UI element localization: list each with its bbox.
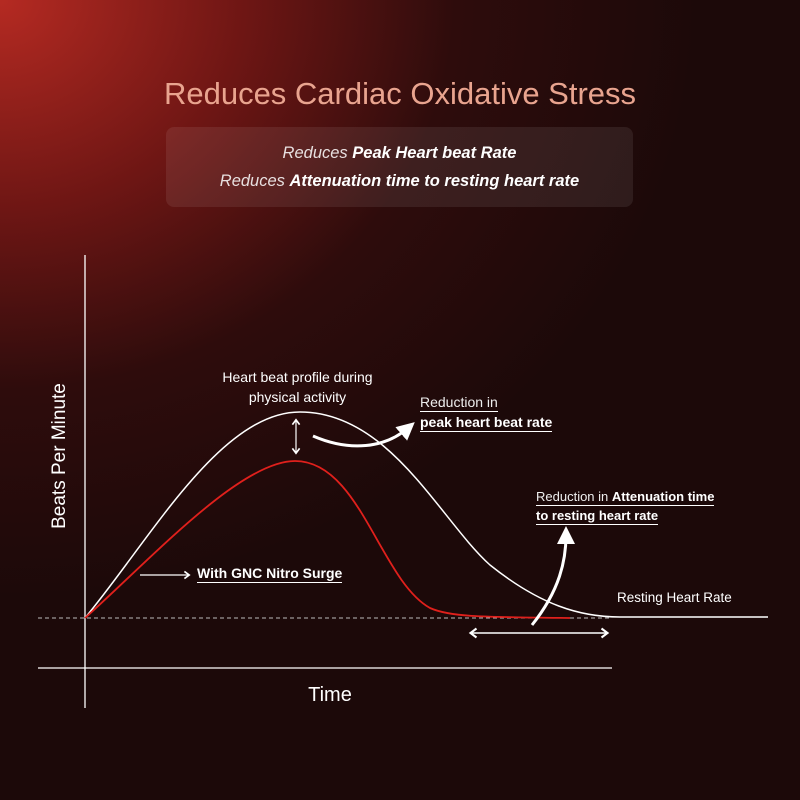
peak-callout-arrow-icon (312, 422, 415, 448)
summary-prefix: Reduces (282, 144, 353, 162)
product-label-text: With GNC Nitro Surge (197, 565, 343, 583)
peak-reduction-line2: peak heart beat rate (420, 414, 553, 432)
summary-prefix: Reduces (219, 172, 290, 190)
profile-label-line: physical activity (248, 389, 347, 405)
peak-reduction-label: Reduction in peak heart beat rate (420, 392, 553, 432)
profile-label-line: Heart beat profile during (222, 369, 373, 385)
summary-bold: Attenuation time to resting heart rate (289, 172, 580, 190)
summary-line-1: Reduces Peak Heart beat Rate (166, 139, 633, 167)
attenuation-line2: to resting heart rate (536, 508, 659, 525)
summary-bold: Peak Heart beat Rate (352, 144, 517, 162)
summary-line-2: Reduces Attenuation time to resting hear… (166, 167, 633, 195)
x-axis-label: Time (308, 684, 352, 706)
summary-box: Reduces Peak Heart beat Rate Reduces Att… (166, 127, 633, 207)
attenuation-reduction-label: Reduction in Attenuation time to resting… (536, 487, 715, 525)
product-heart-rate-curve (84, 460, 571, 619)
attenuation-prefix: Reduction in (536, 489, 612, 504)
resting-heart-rate-label: Resting Heart Rate (617, 590, 732, 605)
page-title: Reduces Cardiac Oxidative Stress (163, 76, 637, 111)
peak-reduction-line1: Reduction in (420, 394, 498, 412)
profile-label: Heart beat profile during physical activ… (200, 367, 395, 407)
y-axis-label: Beats Per Minute (49, 383, 70, 529)
product-label: With GNC Nitro Surge (197, 565, 343, 583)
attenuation-bold: Attenuation time (611, 489, 715, 504)
attenuation-callout-arrow-icon (530, 526, 575, 626)
baseline-heart-rate-curve (84, 411, 768, 619)
